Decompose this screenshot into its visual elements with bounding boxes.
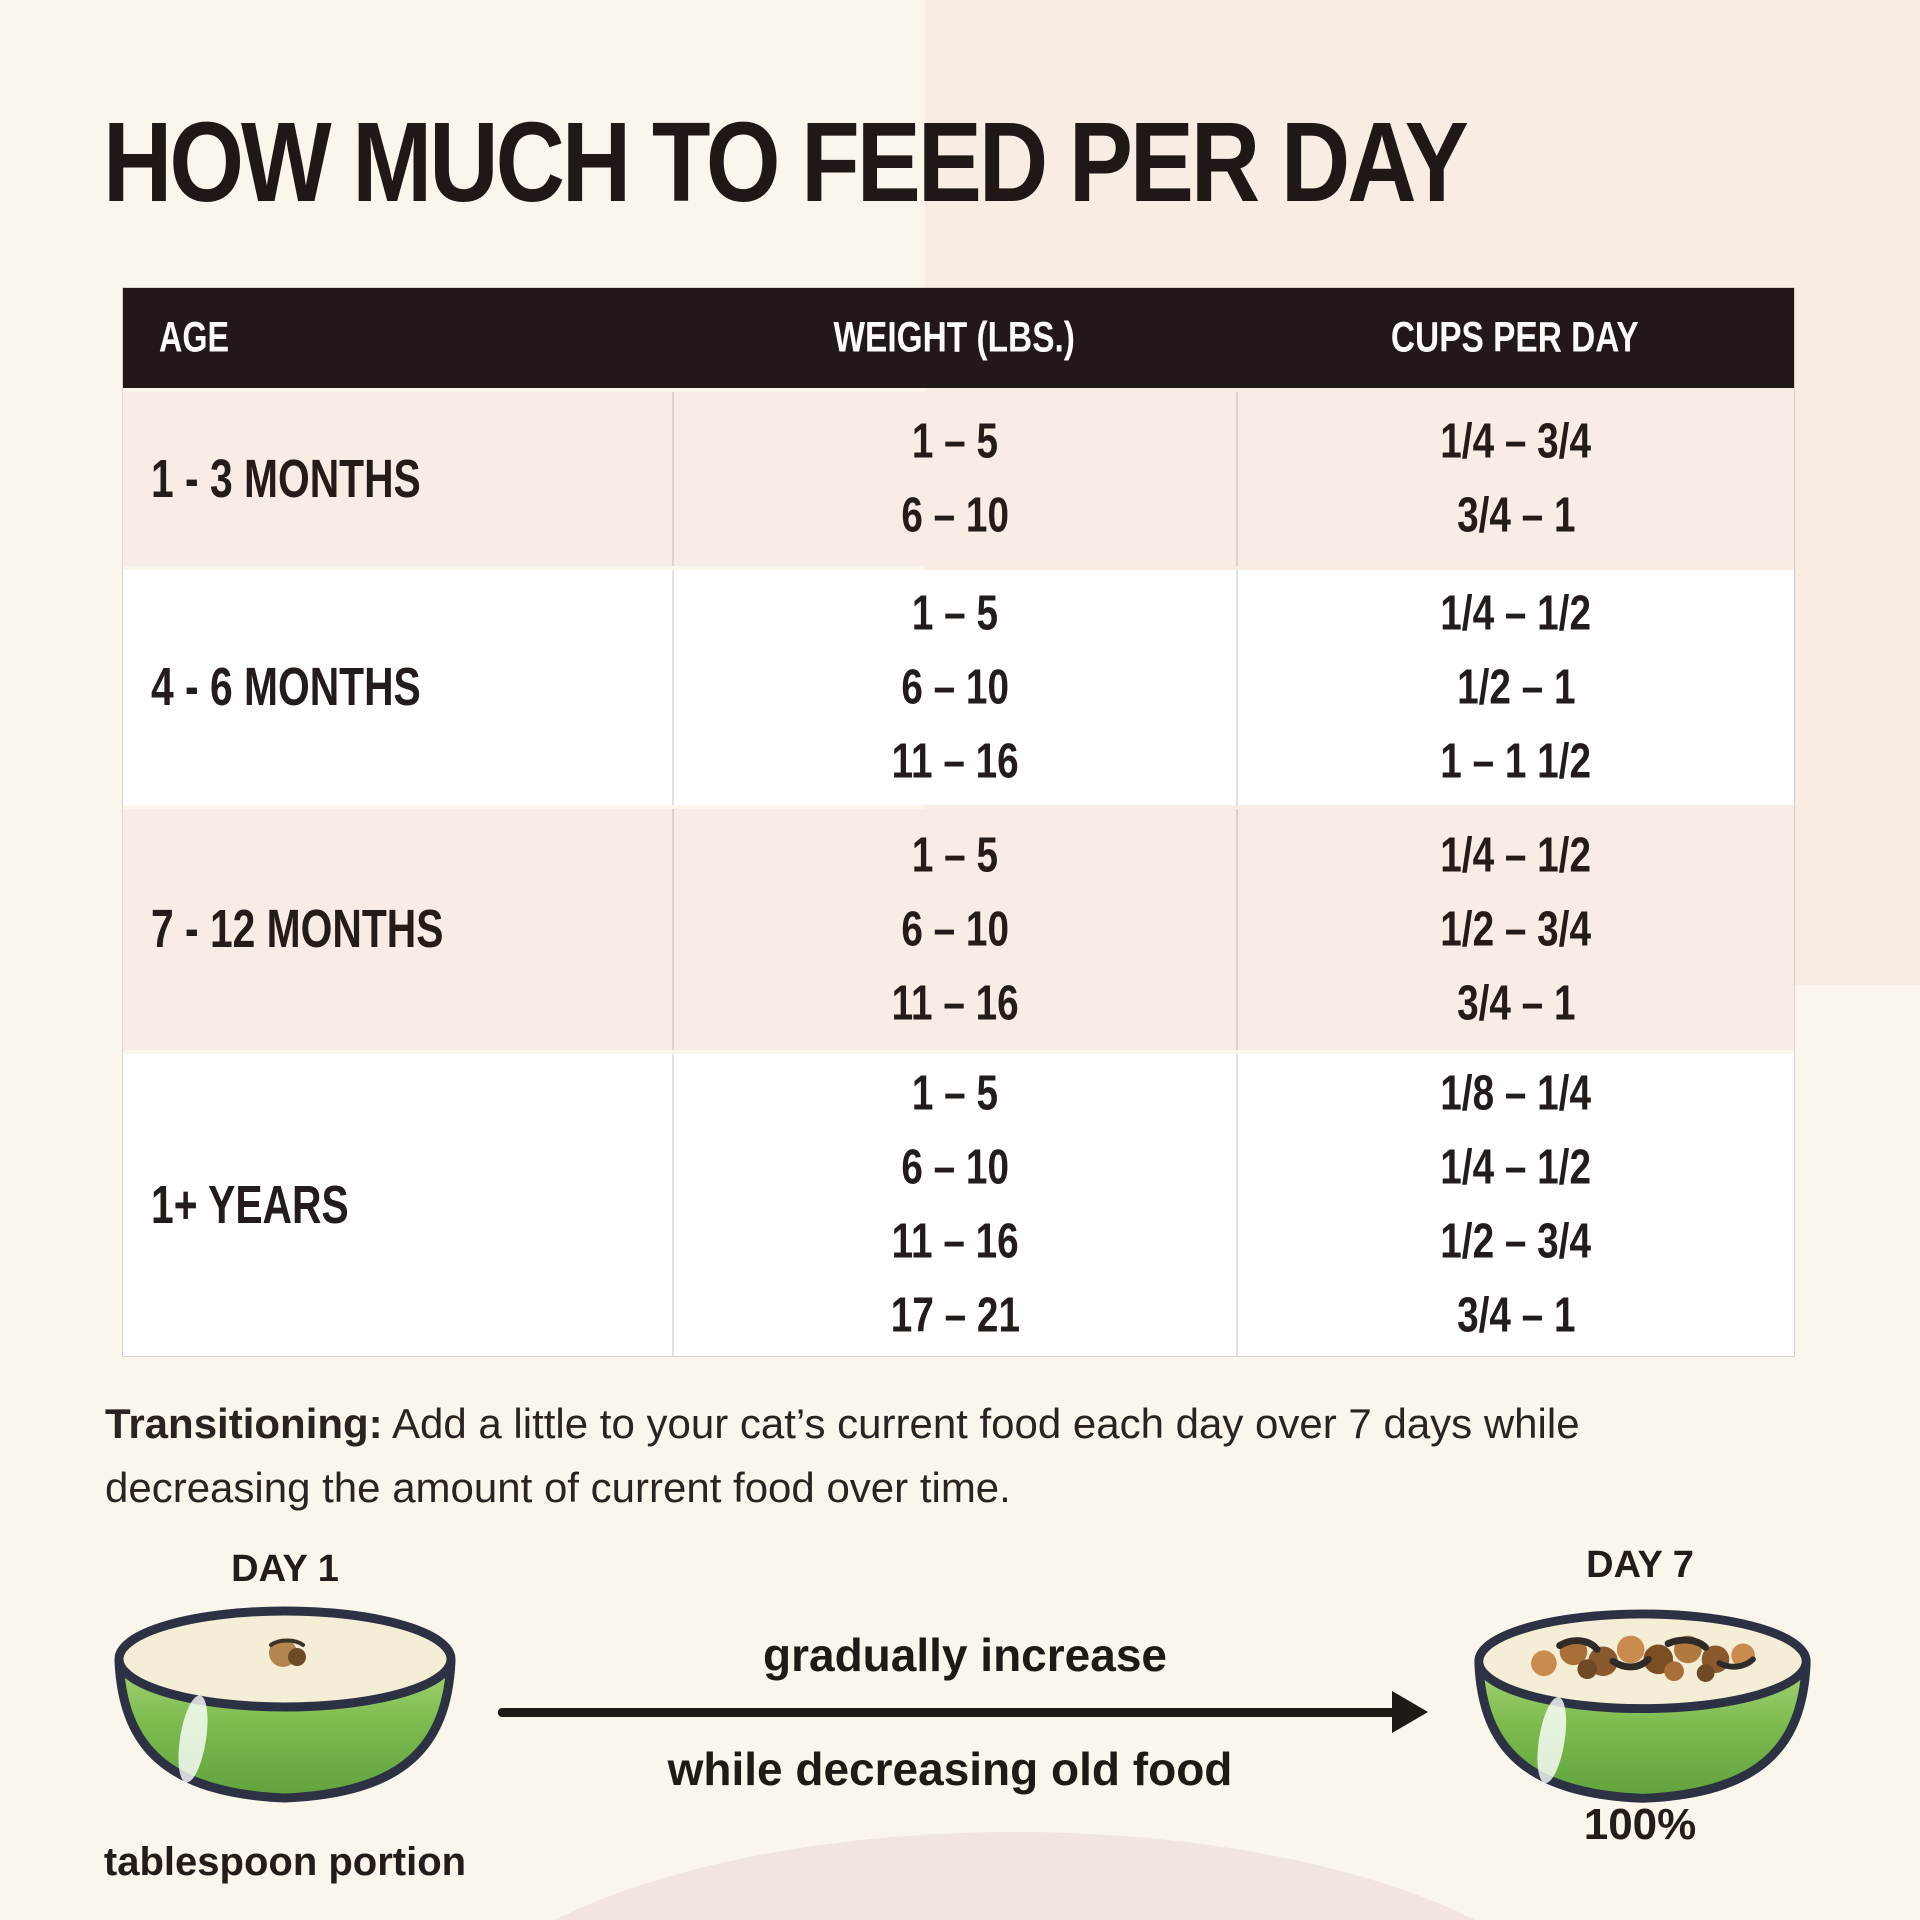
table-header-row: AGE WEIGHT (LBS.) CUPS PER DAY xyxy=(123,288,1794,388)
arrow-top-text: gradually increase xyxy=(763,1629,1167,1681)
cups-value: 1/4 – 1/2 xyxy=(1440,1140,1592,1195)
page-title: HOW MUCH TO FEED PER DAY xyxy=(103,99,1469,226)
age-cell: 1+ YEARS xyxy=(151,1175,349,1235)
cups-value: 1/2 – 3/4 xyxy=(1440,901,1592,957)
weight-value: 1 – 5 xyxy=(911,585,999,641)
weight-value: 1 – 5 xyxy=(911,1066,999,1121)
age-cell: 1 - 3 MONTHS xyxy=(151,449,421,509)
table-row-1-plus-years: 1+ YEARS 1 – 5 6 – 10 11 – 16 17 – 21 1/… xyxy=(123,1054,1794,1356)
weight-cell: 1 – 5 6 – 10 11 – 16 17 – 21 xyxy=(672,1054,1235,1356)
background-shape-bottom xyxy=(430,1832,1600,1920)
cups-value: 1/4 – 3/4 xyxy=(1440,414,1592,469)
column-header-cups: CUPS PER DAY xyxy=(1390,313,1639,361)
transitioning-text: Add a little to your cat’s current food … xyxy=(105,1400,1580,1511)
cups-value: 3/4 – 1 xyxy=(1456,1288,1576,1343)
day7-bowl-illustration xyxy=(1474,1609,1811,1803)
cups-cell: 1/4 – 3/4 3/4 – 1 xyxy=(1235,392,1794,566)
table-row-4-6-months: 4 - 6 MONTHS 1 – 5 6 – 10 11 – 16 1/4 – … xyxy=(123,570,1794,805)
weight-value: 6 – 10 xyxy=(901,901,1009,957)
cups-value: 1/4 – 1/2 xyxy=(1440,827,1592,883)
weight-value: 6 – 10 xyxy=(901,659,1009,715)
age-cell: 4 - 6 MONTHS xyxy=(151,657,421,718)
weight-value: 17 – 21 xyxy=(890,1288,1020,1343)
weight-cell: 1 – 5 6 – 10 11 – 16 xyxy=(672,809,1235,1050)
cups-value: 1/4 – 1/2 xyxy=(1440,585,1592,641)
transition-arrow-head xyxy=(1392,1691,1428,1733)
column-header-weight: WEIGHT (LBS.) xyxy=(833,313,1075,361)
weight-value: 6 – 10 xyxy=(901,1140,1009,1195)
day1-label: DAY 1 xyxy=(231,1548,339,1590)
transition-arrow-line xyxy=(498,1708,1398,1717)
cups-value: 1 – 1 1/2 xyxy=(1440,733,1592,789)
cups-cell: 1/4 – 1/2 1/2 – 1 1 – 1 1/2 xyxy=(1235,570,1794,805)
table-row-7-12-months: 7 - 12 MONTHS 1 – 5 6 – 10 11 – 16 1/4 –… xyxy=(123,809,1794,1050)
cups-value: 1/8 – 1/4 xyxy=(1440,1066,1592,1121)
weight-value: 1 – 5 xyxy=(911,414,999,469)
kibble-pile xyxy=(1531,1635,1756,1682)
table-row-1-3-months: 1 - 3 MONTHS 1 – 5 6 – 10 1/4 – 3/4 3/4 … xyxy=(123,392,1794,566)
feeding-table: AGE WEIGHT (LBS.) CUPS PER DAY 1 - 3 MON… xyxy=(122,287,1795,1357)
day7-label: DAY 7 xyxy=(1586,1544,1694,1586)
weight-cell: 1 – 5 6 – 10 xyxy=(672,392,1235,566)
weight-value: 1 – 5 xyxy=(911,827,999,883)
weight-cell: 1 – 5 6 – 10 11 – 16 xyxy=(672,570,1235,805)
transitioning-label: Transitioning: xyxy=(105,1400,383,1447)
day1-bowl-illustration xyxy=(114,1606,456,1803)
column-header-age: AGE xyxy=(159,313,230,361)
weight-value: 11 – 16 xyxy=(891,1214,1019,1269)
weight-value: 11 – 16 xyxy=(891,733,1019,789)
cups-value: 3/4 – 1 xyxy=(1456,488,1576,543)
day7-caption: 100% xyxy=(1583,1800,1697,1849)
cups-value: 3/4 – 1 xyxy=(1456,975,1576,1031)
cups-value: 1/2 – 1 xyxy=(1456,659,1576,715)
cups-cell: 1/8 – 1/4 1/4 – 1/2 1/2 – 3/4 3/4 – 1 xyxy=(1235,1054,1794,1356)
transitioning-note: Transitioning: Add a little to your cat’… xyxy=(105,1392,1705,1520)
arrow-bottom-text: while decreasing old food xyxy=(667,1743,1233,1795)
cups-value: 1/2 – 3/4 xyxy=(1440,1214,1592,1269)
age-cell: 7 - 12 MONTHS xyxy=(151,899,444,960)
cups-cell: 1/4 – 1/2 1/2 – 3/4 3/4 – 1 xyxy=(1235,809,1794,1050)
day1-caption: tablespoon portion xyxy=(103,1840,467,1884)
weight-value: 6 – 10 xyxy=(901,488,1009,543)
weight-value: 11 – 16 xyxy=(891,975,1019,1031)
